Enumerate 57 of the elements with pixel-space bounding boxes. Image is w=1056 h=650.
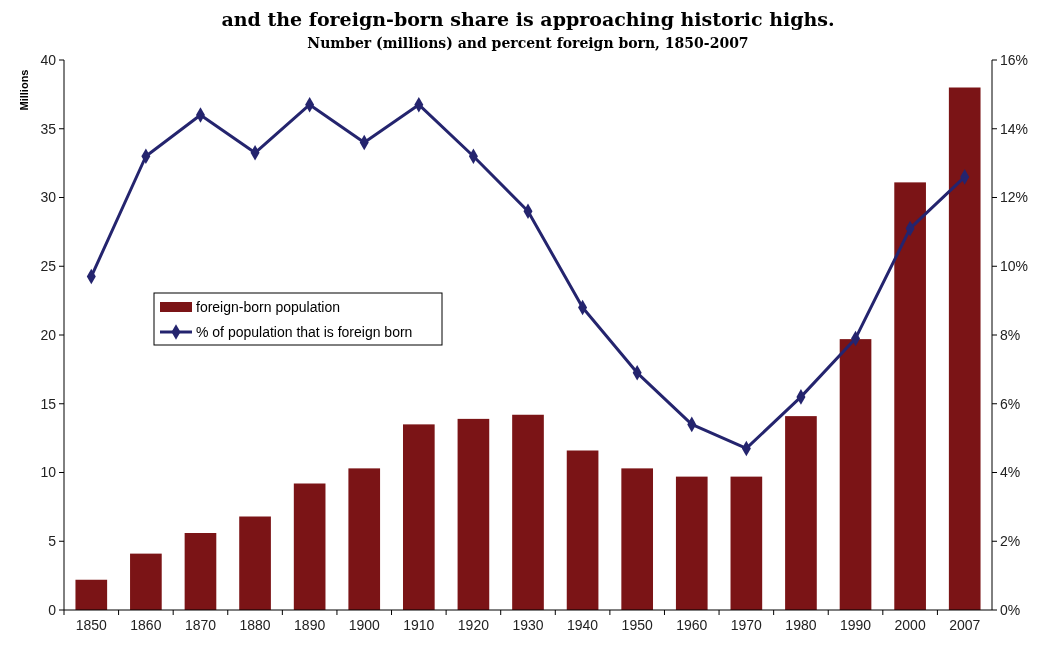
y-tick-label: 10 — [40, 464, 57, 481]
x-tick-label: 2007 — [949, 617, 981, 633]
bar — [621, 468, 654, 610]
x-tick-label: 1890 — [294, 617, 326, 633]
x-tick-label: 1910 — [403, 617, 435, 633]
bar — [785, 416, 817, 610]
x-tick-label: 1870 — [184, 617, 217, 633]
x-tick-label: 1990 — [839, 617, 872, 633]
y-tick-label: 40 — [40, 51, 57, 68]
bar — [402, 424, 435, 610]
y-tick-label: 15 — [40, 395, 57, 412]
bar — [839, 339, 872, 610]
y-tick-label: 25 — [40, 258, 57, 275]
y2-tick-label: 8% — [1000, 326, 1021, 343]
x-tick-label: 1930 — [512, 617, 544, 633]
bar — [239, 516, 271, 610]
y-tick-label: 0 — [48, 601, 57, 618]
y-tick-label: 20 — [40, 326, 57, 343]
x-tick-label: 1860 — [130, 617, 162, 633]
bar — [948, 87, 981, 610]
x-tick-label: 2000 — [894, 617, 926, 633]
y2-tick-label: 6% — [1000, 395, 1021, 412]
chart-title: and the foreign-born share is approaching historic highs. — [221, 8, 835, 30]
bar — [566, 450, 599, 610]
y-axis-title: Millions — [18, 69, 30, 111]
bar — [75, 579, 108, 610]
x-tick-label: 1980 — [785, 617, 817, 633]
y2-tick-label: 16% — [1000, 51, 1029, 68]
y2-tick-label: 10% — [1000, 258, 1029, 275]
y2-tick-label: 0% — [1000, 601, 1021, 618]
x-tick-label: 1970 — [730, 617, 763, 633]
y-tick-label: 35 — [40, 120, 57, 137]
bar — [730, 476, 763, 610]
x-tick-label: 1950 — [621, 617, 653, 633]
bar — [184, 533, 217, 610]
chart-subtitle: Number (millions) and percent foreign born, 1850-2007 — [307, 35, 749, 51]
x-tick-label: 1960 — [676, 617, 708, 633]
legend-label: foreign-born population — [196, 298, 340, 315]
x-tick-label: 1880 — [239, 617, 271, 633]
legend-label: % of population that is foreign born — [196, 323, 413, 340]
bar — [293, 483, 326, 610]
bar — [675, 476, 708, 610]
y2-tick-label: 2% — [1000, 533, 1021, 550]
y-tick-label: 30 — [40, 189, 57, 206]
x-tick-label: 1940 — [567, 617, 599, 633]
y2-tick-label: 12% — [1000, 189, 1029, 206]
bar — [348, 468, 381, 610]
x-tick-label: 1850 — [75, 617, 108, 633]
x-tick-label: 1900 — [348, 617, 381, 633]
y-tick-label: 5 — [48, 533, 57, 550]
bar — [512, 414, 544, 610]
bar — [457, 418, 490, 610]
bar — [130, 553, 162, 610]
bar — [894, 182, 926, 610]
y2-tick-label: 4% — [1000, 464, 1021, 481]
x-tick-label: 1920 — [457, 617, 490, 633]
y2-tick-label: 14% — [1000, 120, 1029, 137]
